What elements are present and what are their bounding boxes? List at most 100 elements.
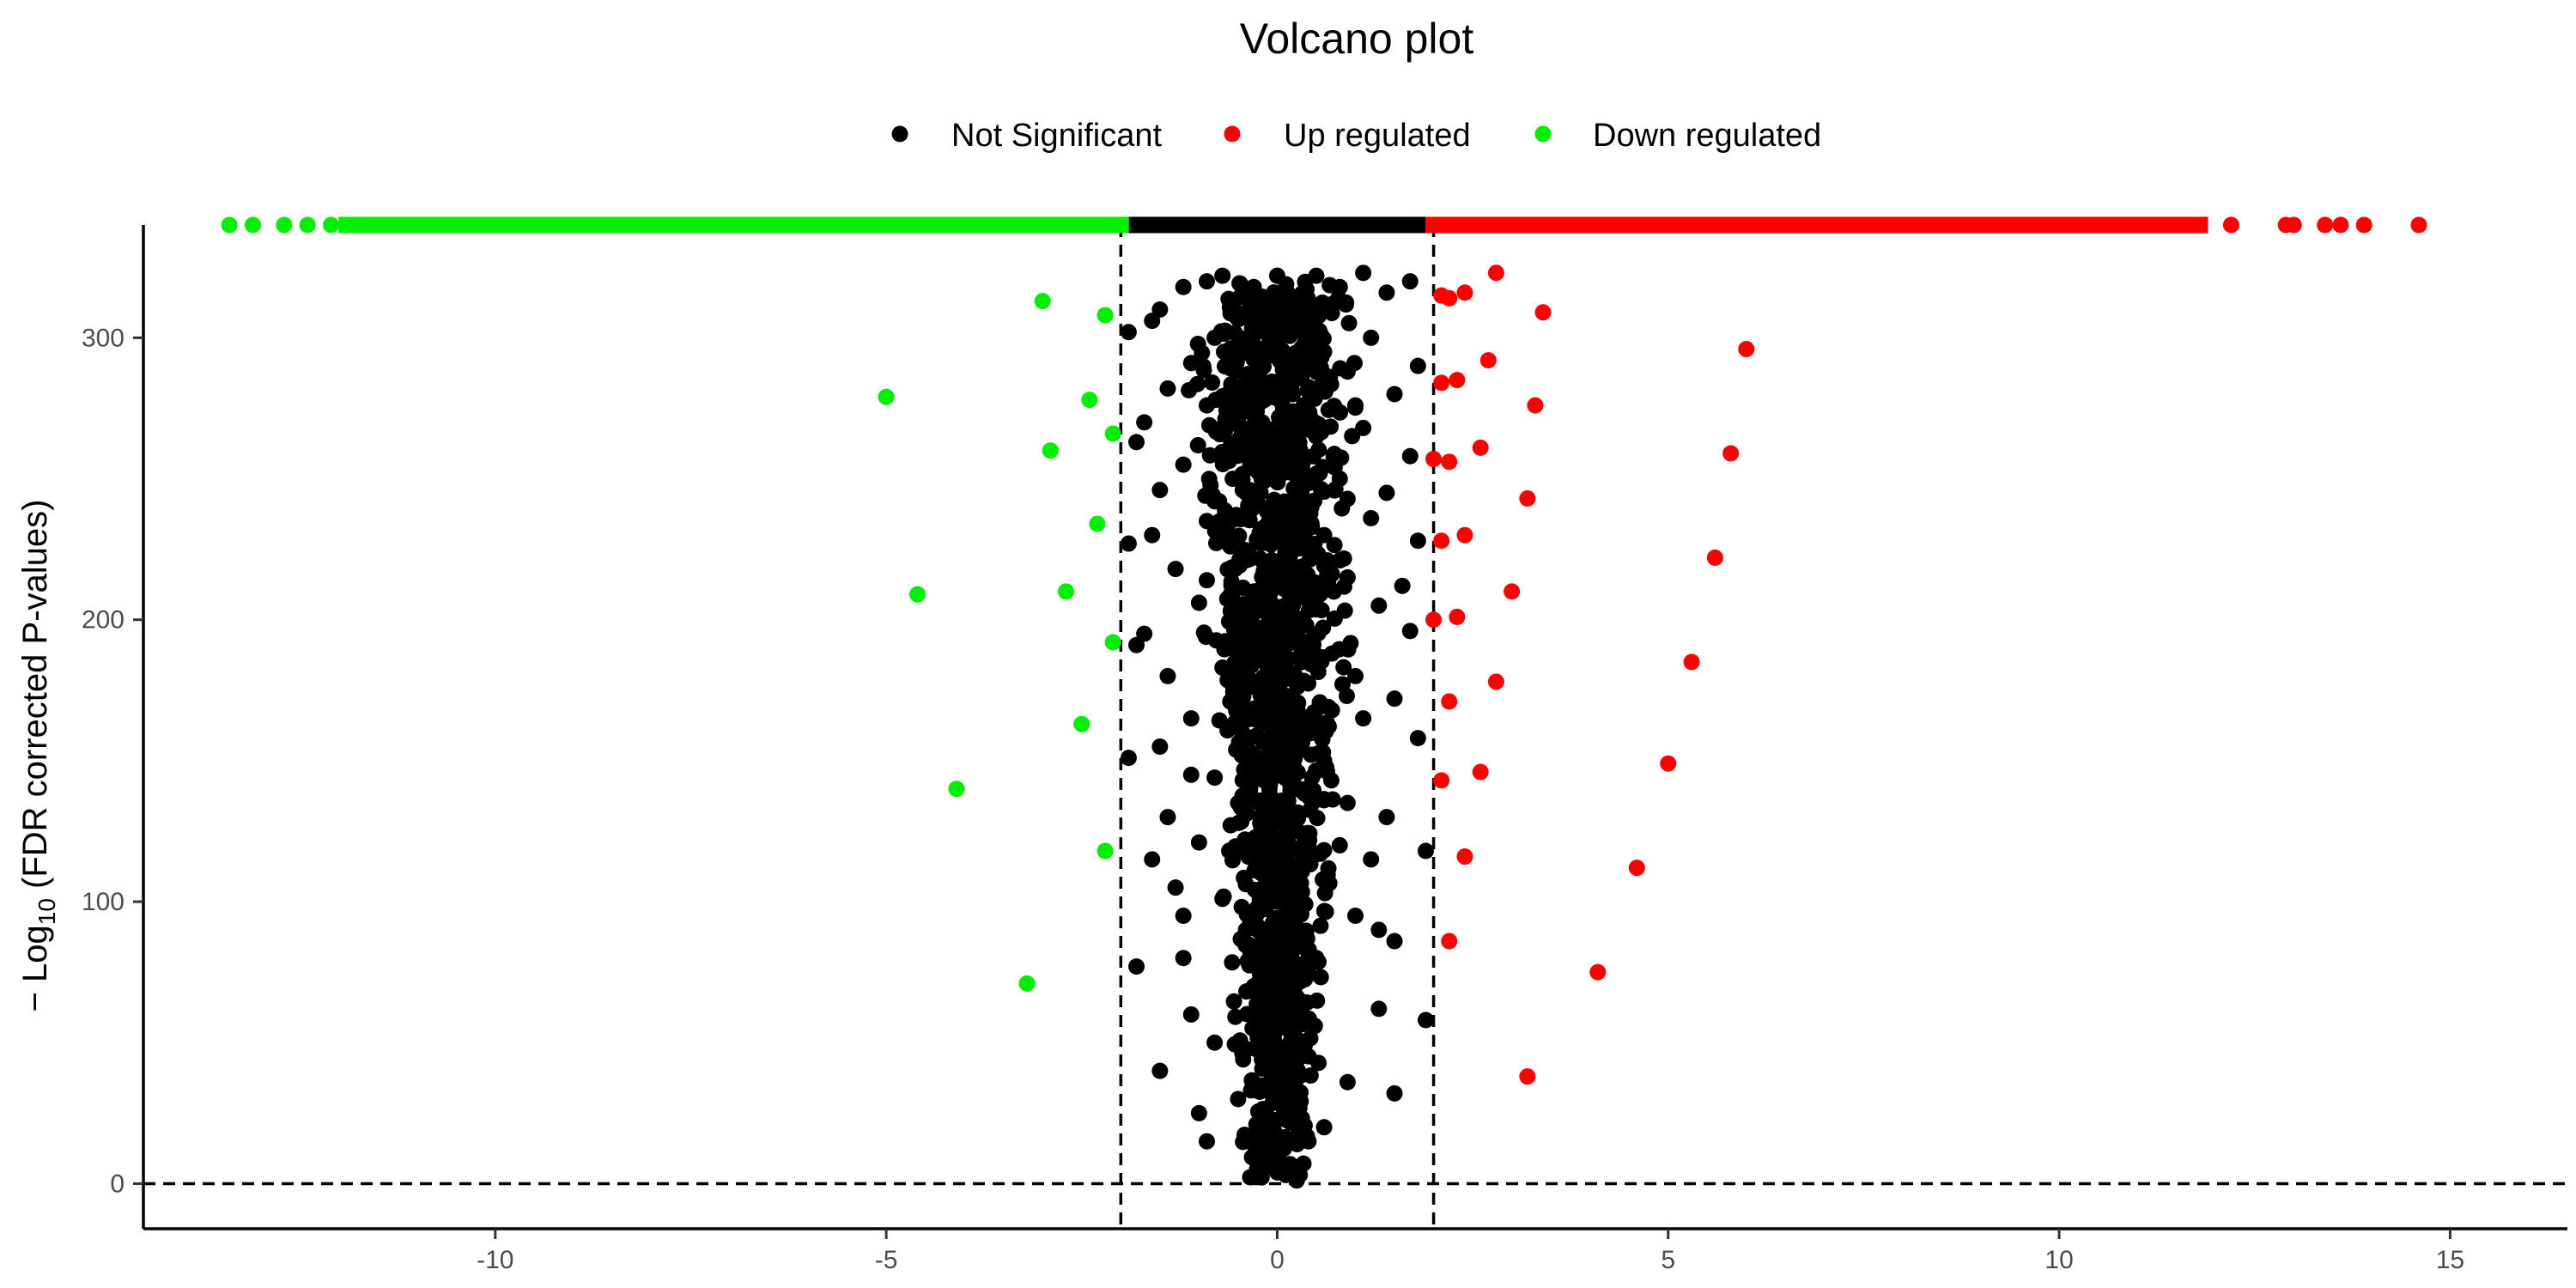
not-significant-point bbox=[1222, 693, 1239, 710]
down-regulated-point bbox=[1042, 442, 1059, 459]
up-regulated-point bbox=[1456, 848, 1473, 866]
not-significant-point bbox=[1314, 303, 1331, 320]
not-significant-point bbox=[1311, 845, 1328, 862]
not-significant-point bbox=[1285, 1108, 1302, 1125]
not-significant-point bbox=[1222, 360, 1239, 377]
up-regulated-point bbox=[1479, 352, 1497, 369]
reference-lines bbox=[143, 225, 2567, 1229]
not-significant-point bbox=[1214, 267, 1231, 284]
not-significant-point bbox=[1262, 583, 1279, 600]
not-significant-point bbox=[1286, 541, 1303, 558]
not-significant-point bbox=[1254, 843, 1271, 860]
not-significant-point bbox=[1252, 483, 1269, 501]
not-significant-point bbox=[1331, 836, 1348, 854]
up-regulated-point bbox=[2285, 216, 2302, 234]
down-regulated-point bbox=[1058, 583, 1075, 600]
not-significant-point bbox=[1284, 820, 1301, 837]
not-significant-point bbox=[1175, 950, 1192, 967]
not-significant-point bbox=[1120, 750, 1137, 767]
down-regulated-point bbox=[1089, 515, 1106, 532]
up-regulated-point bbox=[1628, 860, 1645, 877]
up-regulated-point bbox=[1519, 490, 1536, 507]
not-significant-point bbox=[1310, 441, 1327, 459]
not-significant-point bbox=[1386, 690, 1403, 708]
not-significant-point bbox=[1274, 652, 1291, 669]
not-significant-point bbox=[1311, 379, 1328, 396]
not-significant-point bbox=[1159, 380, 1176, 397]
not-significant-point bbox=[1245, 583, 1262, 600]
up-regulated-point bbox=[2410, 216, 2427, 234]
not-significant-point bbox=[1245, 978, 1262, 995]
not-significant-point bbox=[1236, 682, 1253, 699]
not-significant-point bbox=[1257, 450, 1274, 467]
not-significant-point bbox=[1262, 697, 1279, 714]
not-significant-point bbox=[1263, 1138, 1280, 1155]
not-significant-point bbox=[1238, 550, 1255, 567]
not-significant-point bbox=[1198, 513, 1215, 530]
down-regulated-point bbox=[276, 216, 293, 234]
not-significant-point bbox=[1237, 937, 1255, 954]
not-significant-point bbox=[1263, 551, 1280, 568]
not-significant-point bbox=[1217, 422, 1234, 439]
not-significant-point bbox=[1339, 794, 1356, 811]
up-regulated-point bbox=[1441, 933, 1458, 950]
not-significant-point bbox=[1253, 682, 1270, 699]
not-significant-point bbox=[1277, 1072, 1294, 1090]
up-regulated-point bbox=[1722, 445, 1740, 462]
not-significant-point bbox=[1144, 851, 1161, 868]
not-significant-point bbox=[1230, 620, 1247, 637]
down-regulated-point bbox=[323, 216, 340, 234]
not-significant-point bbox=[1315, 752, 1333, 769]
not-significant-point bbox=[1216, 641, 1233, 658]
y-tick-label: 300 bbox=[82, 324, 125, 352]
not-significant-point bbox=[1394, 577, 1411, 594]
down-regulated-point bbox=[1018, 975, 1036, 992]
ceiling-band bbox=[1425, 216, 2208, 234]
not-significant-point bbox=[1276, 1046, 1293, 1063]
up-regulated-point bbox=[1425, 611, 1443, 629]
not-significant-point bbox=[1219, 671, 1236, 689]
not-significant-point bbox=[1233, 813, 1250, 830]
up-regulated-point bbox=[1449, 372, 1466, 389]
not-significant-point bbox=[1214, 890, 1231, 908]
not-significant-point bbox=[1241, 957, 1258, 974]
not-significant-point bbox=[1268, 496, 1285, 513]
x-tick-label: 0 bbox=[1270, 1246, 1285, 1274]
up-regulated-point bbox=[1449, 608, 1466, 625]
not-significant-point bbox=[1268, 611, 1285, 629]
not-significant-point bbox=[1198, 397, 1215, 414]
up-regulated-point bbox=[1487, 264, 1504, 282]
not-significant-point bbox=[1258, 1012, 1275, 1029]
up-regulated-point bbox=[1472, 763, 1489, 781]
not-significant-point bbox=[1339, 1073, 1356, 1091]
down-regulated-point bbox=[1104, 634, 1121, 651]
not-significant-point bbox=[1272, 848, 1289, 866]
series-not-significant bbox=[1120, 216, 1434, 1189]
not-significant-point bbox=[1136, 625, 1153, 642]
up-regulated-point bbox=[1425, 451, 1443, 468]
not-significant-point bbox=[1370, 597, 1388, 614]
legend-marker-up-regulated bbox=[1224, 125, 1241, 143]
up-regulated-point bbox=[1456, 284, 1473, 301]
up-regulated-point bbox=[1519, 1068, 1536, 1085]
not-significant-point bbox=[1255, 1101, 1272, 1118]
not-significant-point bbox=[1291, 963, 1309, 981]
not-significant-point bbox=[1286, 307, 1303, 325]
up-regulated-point bbox=[1706, 549, 1723, 566]
not-significant-point bbox=[1273, 1091, 1291, 1109]
not-significant-point bbox=[1236, 1127, 1253, 1144]
not-significant-point bbox=[1401, 623, 1419, 640]
not-significant-point bbox=[1159, 809, 1176, 826]
x-tick-label: -5 bbox=[875, 1246, 898, 1274]
not-significant-point bbox=[1300, 404, 1317, 422]
up-regulated-point bbox=[1589, 963, 1607, 981]
not-significant-point bbox=[1245, 372, 1262, 389]
not-significant-point bbox=[1253, 865, 1270, 882]
not-significant-point bbox=[1283, 777, 1300, 794]
not-significant-point bbox=[1298, 994, 1315, 1012]
up-regulated-point bbox=[1487, 673, 1504, 690]
down-regulated-point bbox=[909, 586, 927, 603]
up-regulated-point bbox=[1527, 397, 1544, 414]
not-significant-point bbox=[1363, 329, 1380, 346]
